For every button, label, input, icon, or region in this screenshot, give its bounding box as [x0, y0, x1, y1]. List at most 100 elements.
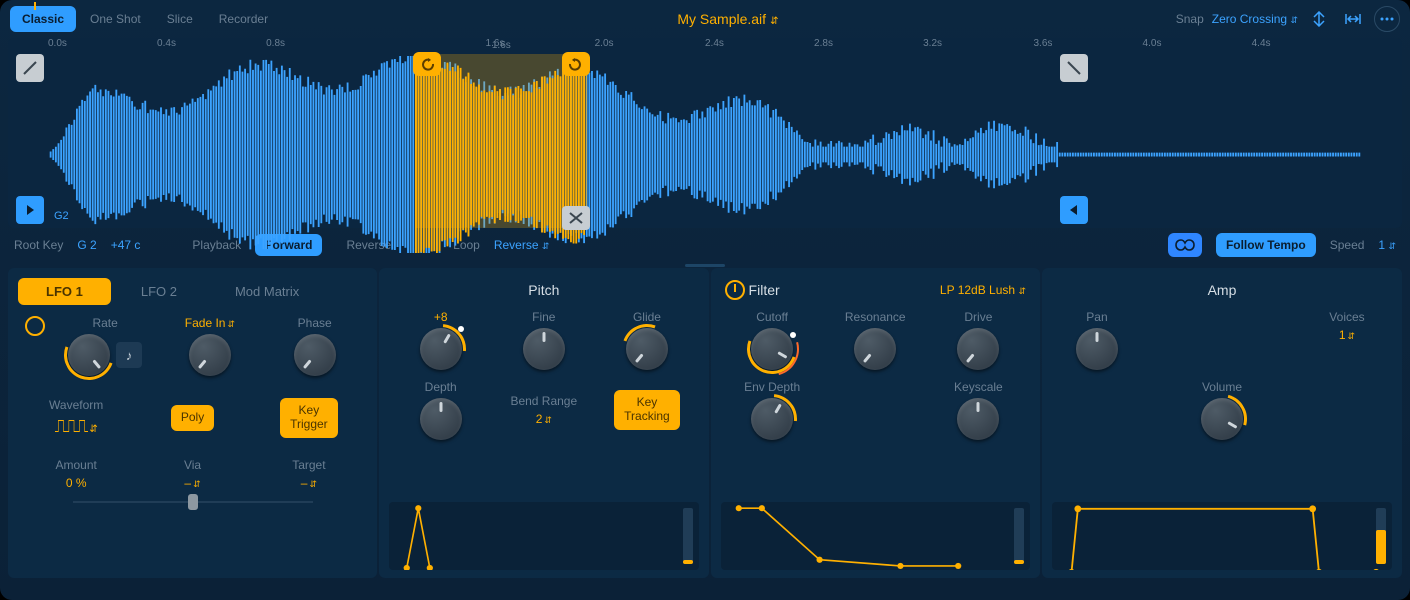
- via-value[interactable]: –⇵: [184, 476, 200, 490]
- fine-label: Fine: [532, 310, 555, 324]
- speed-value[interactable]: 1 ⇵: [1378, 238, 1396, 252]
- lfo-tabs: LFO 1 LFO 2 Mod Matrix: [18, 276, 367, 306]
- fade-out-handle[interactable]: [1060, 54, 1088, 82]
- top-bar: Classic One Shot Slice Recorder My Sampl…: [0, 0, 1410, 38]
- snap-label: Snap: [1176, 12, 1204, 26]
- depth-label: Depth: [425, 380, 457, 394]
- bend-label: Bend Range: [510, 394, 577, 408]
- key-tracking-button[interactable]: Key Tracking: [614, 390, 680, 430]
- keyscale-label: Keyscale: [954, 380, 1003, 394]
- via-label: Via: [184, 458, 201, 472]
- loop-start-handle[interactable]: [413, 52, 441, 76]
- amp-title: Amp: [1208, 282, 1237, 298]
- glide-label: Glide: [633, 310, 661, 324]
- pitch-coarse-knob[interactable]: [420, 328, 462, 370]
- pan-knob[interactable]: [1076, 328, 1118, 370]
- tab-recorder[interactable]: Recorder: [207, 6, 280, 32]
- lfo-tab-1[interactable]: LFO 1: [18, 278, 111, 305]
- ruler-tick: 0.4s: [157, 38, 176, 49]
- tab-one-shot[interactable]: One Shot: [78, 6, 153, 32]
- lfo-power-button[interactable]: [25, 316, 45, 336]
- trim-icon[interactable]: [1340, 8, 1366, 30]
- filter-envelope[interactable]: [721, 502, 1030, 570]
- ruler-tick: 4.0s: [1143, 38, 1162, 49]
- ruler-tick: 3.2s: [923, 38, 942, 49]
- voices-value[interactable]: 1⇵: [1339, 328, 1355, 342]
- phase-knob[interactable]: [294, 334, 336, 376]
- flex-icon[interactable]: [1306, 8, 1332, 30]
- env-depth-knob[interactable]: [751, 398, 793, 440]
- filter-title: Filter: [749, 282, 780, 298]
- waveform-label: Waveform: [49, 398, 103, 412]
- env-depth-label: Env Depth: [744, 380, 800, 394]
- fade-in-handle[interactable]: [16, 54, 44, 82]
- volume-label: Volume: [1202, 380, 1242, 394]
- cutoff-knob[interactable]: [751, 328, 793, 370]
- ruler-tick: 3.6s: [1034, 38, 1053, 49]
- snap-value[interactable]: Zero Crossing ⇵: [1212, 12, 1298, 26]
- pitch-coarse-value[interactable]: +8: [434, 310, 448, 324]
- amount-value[interactable]: 0 %: [66, 476, 87, 490]
- lfo-tab-2[interactable]: LFO 2: [113, 278, 205, 305]
- target-label: Target: [292, 458, 325, 472]
- loop-end-handle[interactable]: [562, 52, 590, 76]
- target-value[interactable]: –⇵: [301, 476, 317, 490]
- lfo-tab-modmatrix[interactable]: Mod Matrix: [207, 278, 327, 305]
- rate-label: Rate: [92, 316, 117, 330]
- resonance-knob[interactable]: [854, 328, 896, 370]
- sample-end-handle[interactable]: [1060, 196, 1088, 224]
- loop-crossfade-handle[interactable]: [562, 206, 590, 230]
- amp-panel: Amp Pan Voices 1⇵ Volume: [1042, 268, 1402, 578]
- ruler-tick: 2.8s: [814, 38, 833, 49]
- panel-resize-handle[interactable]: [0, 262, 1410, 268]
- resonance-label: Resonance: [845, 310, 906, 324]
- snap-group: Snap Zero Crossing ⇵: [1176, 6, 1400, 32]
- sync-button[interactable]: ♪: [116, 342, 142, 368]
- fine-knob[interactable]: [523, 328, 565, 370]
- keyscale-knob[interactable]: [957, 398, 999, 440]
- fade-knob[interactable]: [189, 334, 231, 376]
- amp-envelope[interactable]: [1052, 502, 1392, 570]
- waveform-selector[interactable]: ⎍⎍⎍ ⇵: [55, 416, 98, 437]
- pitch-panel: Pitch +8 Fine Glide Depth: [379, 268, 708, 578]
- pan-label: Pan: [1086, 310, 1107, 324]
- volume-knob[interactable]: [1201, 398, 1243, 440]
- title-wrap: My Sample.aif⇵: [282, 11, 1174, 27]
- key-trigger-button[interactable]: Key Trigger: [280, 398, 338, 438]
- sampler-app: Classic One Shot Slice Recorder My Sampl…: [0, 0, 1410, 600]
- ruler-tick: 2.0s: [595, 38, 614, 49]
- pitch-envelope[interactable]: [389, 502, 698, 570]
- rate-knob[interactable]: [68, 334, 110, 376]
- sample-start-handle[interactable]: [16, 196, 44, 224]
- loop-time-label: 1.6s: [492, 40, 511, 51]
- filter-power-button[interactable]: [725, 280, 745, 300]
- poly-button[interactable]: Poly: [171, 405, 214, 431]
- fade-label[interactable]: Fade In⇵: [185, 316, 235, 330]
- sample-title[interactable]: My Sample.aif⇵: [677, 11, 778, 27]
- depth-knob[interactable]: [420, 398, 462, 440]
- glide-knob[interactable]: [626, 328, 668, 370]
- time-ruler: 0.0s 0.4s 0.8s 1.6s 2.0s 2.4s 2.8s 3.2s 3.6s 4.0s…: [48, 38, 1362, 54]
- pitch-title: Pitch: [528, 282, 559, 298]
- amount-slider[interactable]: [73, 494, 313, 510]
- ruler-tick: 0.0s: [48, 38, 67, 49]
- ruler-tick: 4.4s: [1252, 38, 1271, 49]
- filter-type-value[interactable]: LP 12dB Lush ⇵: [940, 283, 1026, 297]
- loop-region[interactable]: 1.6s: [416, 54, 587, 228]
- phase-label: Phase: [298, 316, 332, 330]
- ruler-tick: 2.4s: [705, 38, 724, 49]
- drive-knob[interactable]: [957, 328, 999, 370]
- panels: LFO 1 LFO 2 Mod Matrix Rate ♪ Fade In⇵: [0, 268, 1410, 586]
- waveform-svg: [48, 56, 1362, 253]
- more-icon[interactable]: [1374, 6, 1400, 32]
- drive-label: Drive: [964, 310, 992, 324]
- lfo-panel: LFO 1 LFO 2 Mod Matrix Rate ♪ Fade In⇵: [8, 268, 377, 578]
- waveform-area[interactable]: 0.0s 0.4s 0.8s 1.6s 2.0s 2.4s 2.8s 3.2s 3.6s 4.0s…: [8, 38, 1402, 228]
- amount-label: Amount: [55, 458, 96, 472]
- voices-label: Voices: [1329, 310, 1364, 324]
- ruler-tick: 0.8s: [266, 38, 285, 49]
- tab-slice[interactable]: Slice: [155, 6, 205, 32]
- tab-classic[interactable]: Classic: [10, 6, 76, 32]
- bend-value[interactable]: 2⇵: [536, 412, 552, 426]
- filter-panel: Filter LP 12dB Lush ⇵ Cutoff Resonance D…: [711, 268, 1040, 578]
